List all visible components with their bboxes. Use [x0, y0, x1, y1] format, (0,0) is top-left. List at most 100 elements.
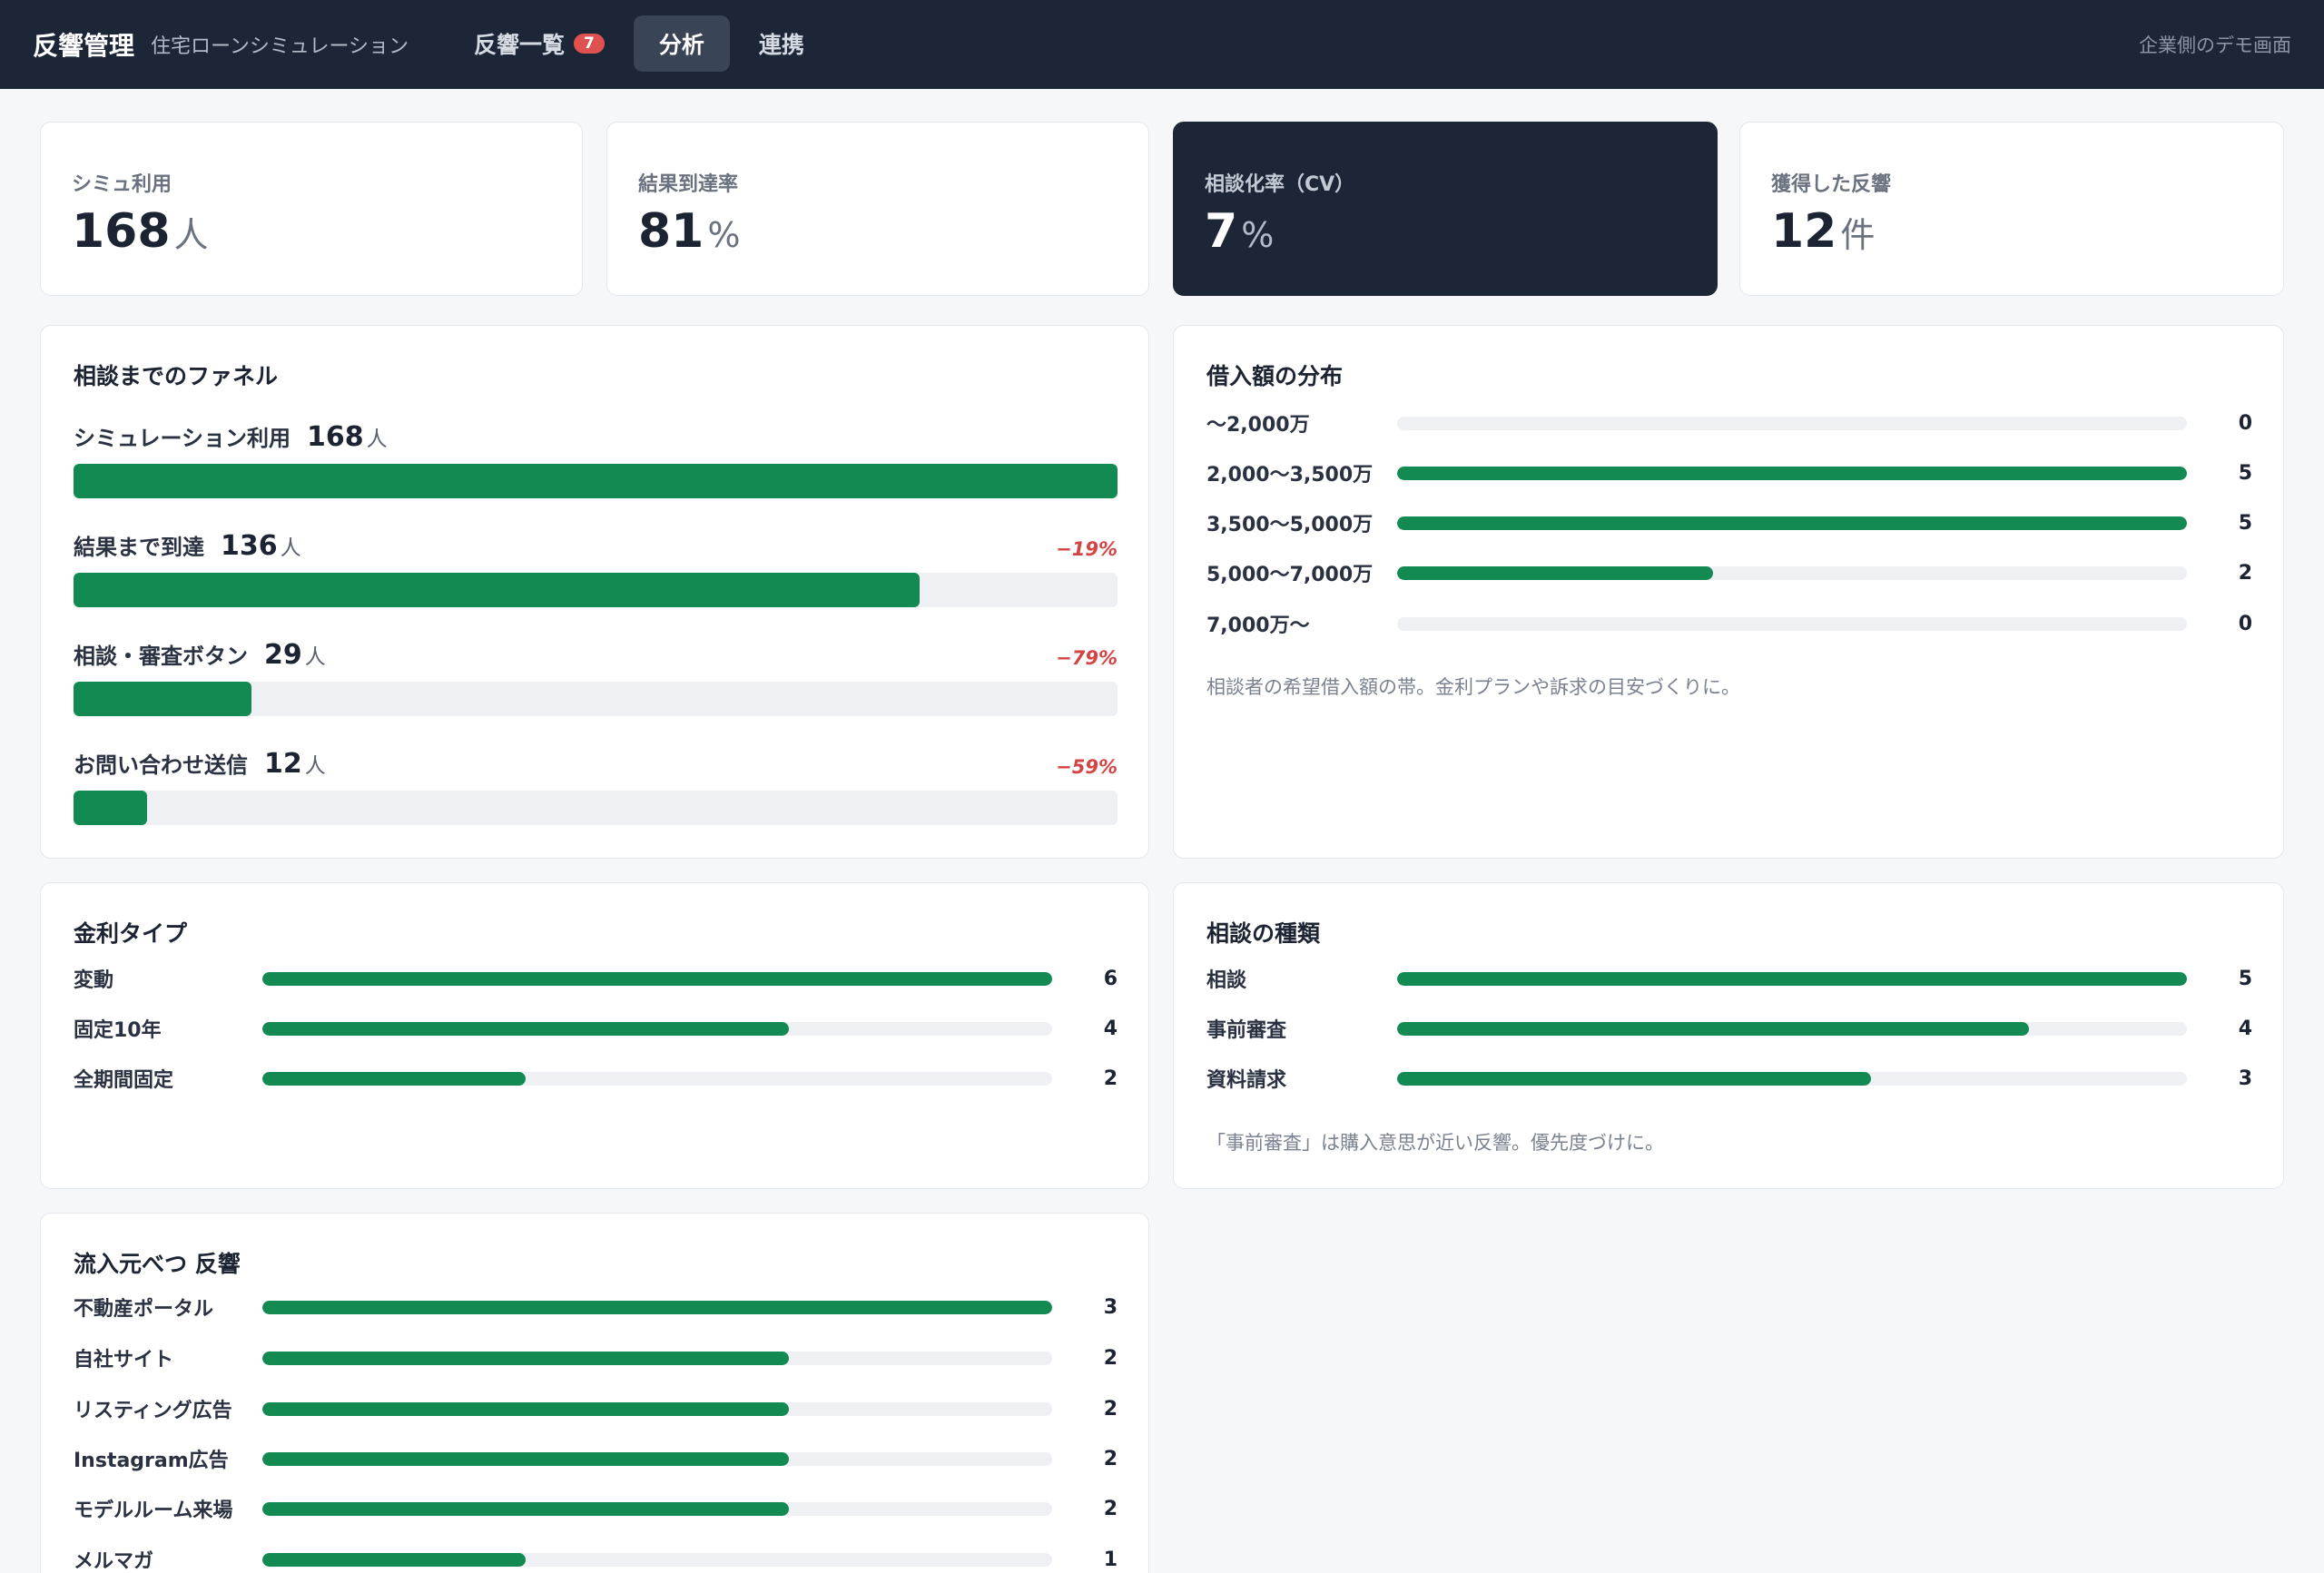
bar-track	[262, 971, 1052, 986]
funnel-head: 相談・審査ボタン 29 人 −79%	[74, 638, 1118, 674]
funnel-bar	[74, 573, 920, 607]
bar-track	[262, 1021, 1052, 1036]
funnel-bar	[74, 464, 1118, 498]
bar-track	[1397, 416, 2187, 430]
bar-track	[1397, 616, 2187, 631]
bar-count: 2	[1103, 1067, 1118, 1090]
bar-count: 4	[2238, 1017, 2252, 1040]
bar-track	[1397, 1021, 2187, 1036]
funnel-bar	[74, 791, 147, 825]
kpi-number: 168	[72, 204, 171, 259]
tab-integrations[interactable]: 連携	[734, 15, 830, 72]
panel-title: 流入元べつ 反響	[74, 1251, 241, 1277]
funnel-step: 相談・審査ボタン 29 人 −79%	[74, 638, 1118, 716]
bar	[1397, 971, 2187, 986]
kpi-number: 81	[638, 204, 704, 259]
panel-note: 「事前審査」は購入意思が近い反響。優先度づけに。	[1206, 1132, 1664, 1154]
inquiries-count-badge: 7	[574, 34, 605, 54]
brand: 反響管理 住宅ローンシミュレーション	[33, 0, 409, 89]
kpi-value: 81 %	[638, 204, 740, 259]
bar-count: 0	[2238, 411, 2252, 435]
funnel-drop-rate: −19%	[1056, 538, 1118, 560]
kpi-label: シミュ利用	[72, 173, 172, 196]
bar-count: 3	[1103, 1295, 1118, 1319]
consult-type-panel: 相談の種類 相談 5 事前審査 4 資料請求 3 「事前審査」は購入意思が近い反…	[1173, 882, 2284, 1189]
bar-label: 相談	[1206, 969, 1247, 992]
bar-track	[262, 1401, 1052, 1416]
funnel-label: お問い合わせ送信	[74, 752, 248, 778]
bar-track	[262, 1451, 1052, 1466]
bar-count: 3	[2238, 1067, 2252, 1090]
funnel-panel: 相談までのファネル シミュレーション利用 168 人 結果まで到達 136 人 …	[40, 325, 1149, 859]
kpi-unit: 件	[1840, 215, 1876, 255]
funnel-bar-track	[74, 464, 1118, 498]
bar-track	[1397, 971, 2187, 986]
bar-count: 5	[2238, 967, 2252, 990]
bar	[1397, 565, 1713, 580]
kpi-number: 7	[1205, 204, 1238, 259]
panel-title: 相談の種類	[1206, 920, 1321, 947]
bar-count: 2	[1103, 1397, 1118, 1421]
funnel-drop-rate: −59%	[1056, 756, 1118, 778]
kpi-unit: %	[707, 215, 741, 255]
kpi-label: 結果到達率	[638, 173, 739, 196]
bar	[262, 1071, 526, 1086]
bar	[1397, 1071, 1871, 1086]
kpi-card-inquiries: 獲得した反響 12 件	[1739, 122, 2284, 296]
bar	[262, 1401, 789, 1416]
funnel-step: お問い合わせ送信 12 人 −59%	[74, 747, 1118, 825]
tab-inquiries[interactable]: 反響一覧 7	[448, 15, 630, 72]
demo-note: 企業側のデモ画面	[2139, 34, 2291, 56]
funnel-step: 結果まで到達 136 人 −19%	[74, 529, 1118, 607]
funnel-label: シミュレーション利用	[74, 426, 291, 451]
bar-track	[1397, 1071, 2187, 1086]
bar-label: 自社サイト	[74, 1349, 174, 1371]
kpi-value: 12 件	[1771, 204, 1875, 259]
kpi-unit: %	[1241, 215, 1275, 255]
bar-count: 6	[1103, 967, 1118, 990]
funnel-unit: 人	[304, 645, 326, 669]
bar-count: 4	[1103, 1017, 1118, 1040]
loan-distribution-panel: 借入額の分布 〜2,000万 0 2,000〜3,500万 5 3,500〜5,…	[1173, 325, 2284, 859]
bar-label: 3,500〜5,000万	[1206, 514, 1374, 536]
bar-row: 資料請求 3	[1206, 1065, 2252, 1093]
bar-row: モデルルーム来場 2	[74, 1495, 1118, 1523]
bar-count: 5	[2238, 461, 2252, 485]
bar-label: 〜2,000万	[1206, 414, 1310, 437]
funnel-unit: 人	[304, 754, 326, 778]
bar-row: 〜2,000万 0	[1206, 409, 2252, 437]
source-panel: 流入元べつ 反響 不動産ポータル 3 自社サイト 2 リスティング広告 2 In…	[40, 1213, 1149, 1573]
kpi-label: 獲得した反響	[1771, 173, 1892, 196]
tab-analytics[interactable]: 分析	[633, 15, 730, 72]
bar-label: 5,000〜7,000万	[1206, 564, 1374, 586]
tab-integrations-label: 連携	[758, 32, 804, 58]
bar-track	[262, 1501, 1052, 1516]
bar-track	[1397, 466, 2187, 480]
rate-type-panel: 金利タイプ 変動 6 固定10年 4 全期間固定 2	[40, 882, 1149, 1189]
funnel-count: 168	[307, 421, 364, 453]
bar	[262, 1351, 789, 1365]
bar-row: 不動産ポータル 3	[74, 1293, 1118, 1322]
bar-track	[1397, 516, 2187, 530]
funnel-bar-track	[74, 682, 1118, 716]
bar-row: リスティング広告 2	[74, 1395, 1118, 1423]
app-subtitle: 住宅ローンシミュレーション	[151, 35, 409, 58]
funnel-bar-track	[74, 791, 1118, 825]
bar	[262, 971, 1052, 986]
main-nav: 反響一覧 7 分析 連携	[448, 15, 833, 72]
bar	[262, 1300, 1052, 1314]
bar-row: 相談 5	[1206, 965, 2252, 993]
bar-row: 2,000〜3,500万 5	[1206, 459, 2252, 487]
bar-count: 1	[1103, 1548, 1118, 1571]
tab-analytics-label: 分析	[658, 32, 704, 58]
bar-count: 2	[1103, 1346, 1118, 1370]
bar-row: 自社サイト 2	[74, 1344, 1118, 1372]
bar-track	[262, 1300, 1052, 1314]
bar	[1397, 466, 2187, 480]
funnel-bar	[74, 682, 251, 716]
top-bar: 反響管理 住宅ローンシミュレーション 反響一覧 7 分析 連携 企業側のデモ画面	[0, 0, 2324, 89]
bar-count: 5	[2238, 511, 2252, 535]
funnel-label: 相談・審査ボタン	[74, 644, 248, 669]
funnel-count: 136	[221, 530, 278, 562]
bar	[262, 1501, 789, 1516]
